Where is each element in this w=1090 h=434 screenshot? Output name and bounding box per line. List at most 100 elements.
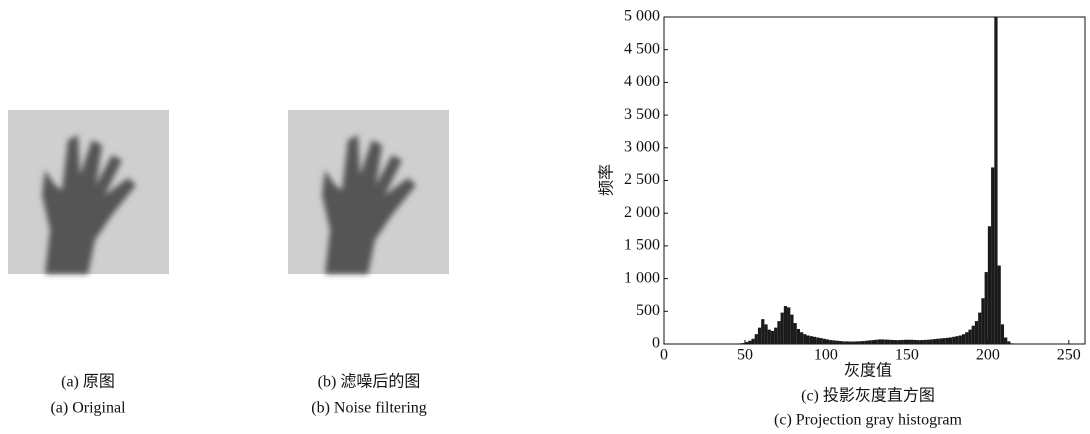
bar <box>946 338 949 344</box>
caption: (c) Projection gray histogram <box>774 412 963 429</box>
bar <box>813 337 816 344</box>
bar <box>745 342 748 344</box>
bar <box>936 339 939 344</box>
bar <box>991 167 994 344</box>
bar <box>806 335 809 344</box>
bar <box>904 340 907 344</box>
bar <box>781 313 784 344</box>
bar <box>955 336 958 344</box>
bar <box>943 338 946 344</box>
bar <box>1001 324 1004 344</box>
bar <box>761 319 764 344</box>
bar <box>862 341 865 344</box>
bar <box>939 338 942 344</box>
bar <box>891 340 894 344</box>
bar <box>764 324 767 344</box>
bar <box>823 339 826 344</box>
bar <box>751 339 754 344</box>
bar <box>790 315 793 344</box>
bar <box>777 321 780 344</box>
caption: (a) Original <box>50 400 126 417</box>
bar <box>913 340 916 344</box>
caption: (b) Noise filtering <box>311 400 427 417</box>
bar <box>829 340 832 344</box>
bar <box>738 343 741 344</box>
x-tick-label: 150 <box>895 347 919 364</box>
bar <box>768 330 771 344</box>
bar <box>832 340 835 344</box>
bar <box>865 341 868 344</box>
x-tick-label: 0 <box>660 347 668 364</box>
bar <box>758 328 761 344</box>
bar <box>803 334 806 344</box>
bar <box>917 340 920 344</box>
bar <box>875 340 878 344</box>
bar <box>959 335 962 344</box>
bar <box>878 339 881 344</box>
bar <box>881 339 884 344</box>
bar <box>965 332 968 344</box>
bar <box>797 329 800 344</box>
bar <box>985 272 988 344</box>
bar <box>972 326 975 344</box>
bar <box>930 339 933 344</box>
y-tick-label: 1 000 <box>624 269 660 286</box>
bar <box>920 340 923 344</box>
y-tick-label: 4 000 <box>624 73 660 90</box>
bar <box>1004 337 1007 344</box>
bar <box>1007 341 1010 344</box>
bar <box>748 341 751 344</box>
bar <box>855 341 858 344</box>
bar <box>784 306 787 344</box>
bar <box>962 334 965 344</box>
bar <box>884 340 887 344</box>
bar <box>894 340 897 344</box>
figure: (a) 原图 (a) Original (b) 滤噪后的图 (b) Noise … <box>0 0 1090 434</box>
caption: (a) 原图 <box>61 374 115 391</box>
y-tick-label: 2 000 <box>624 204 660 221</box>
bar <box>988 226 991 344</box>
bar <box>978 313 981 344</box>
y-tick-label: 2 500 <box>624 171 660 188</box>
x-axis-label: 灰度值 <box>844 362 892 380</box>
bar <box>968 330 971 344</box>
bar <box>852 342 855 344</box>
image-filtered <box>288 110 449 274</box>
x-tick-label: 50 <box>737 347 753 364</box>
y-tick-label: 5 000 <box>624 8 660 25</box>
x-tick-label: 250 <box>1057 347 1081 364</box>
bar <box>845 341 848 344</box>
bar <box>975 321 978 344</box>
bar <box>800 332 803 344</box>
bar <box>742 343 745 344</box>
bar <box>981 298 984 344</box>
y-tick-label: 0 <box>652 335 660 352</box>
bar <box>836 341 839 344</box>
bar <box>819 338 822 344</box>
caption: (b) 滤噪后的图 <box>318 373 421 391</box>
y-tick-label: 4 500 <box>624 40 660 57</box>
bar <box>897 340 900 344</box>
bar <box>949 337 952 344</box>
y-axis-label: 频率 <box>598 164 616 196</box>
bar <box>868 340 871 344</box>
bar <box>787 307 790 344</box>
bar <box>858 341 861 344</box>
x-tick-label: 200 <box>976 347 1000 364</box>
y-tick-label: 3 500 <box>624 106 660 123</box>
bar <box>810 336 813 344</box>
bar <box>871 340 874 344</box>
bar <box>994 17 997 344</box>
bar <box>794 323 797 344</box>
bar <box>923 340 926 344</box>
bar <box>998 266 1001 344</box>
bar <box>1011 343 1014 344</box>
y-tick-label: 500 <box>636 302 660 319</box>
bar <box>933 339 936 344</box>
bar <box>774 328 777 344</box>
bar <box>926 340 929 344</box>
bar <box>755 334 758 344</box>
bar <box>887 340 890 344</box>
bar <box>900 340 903 344</box>
x-tick-label: 100 <box>814 347 838 364</box>
